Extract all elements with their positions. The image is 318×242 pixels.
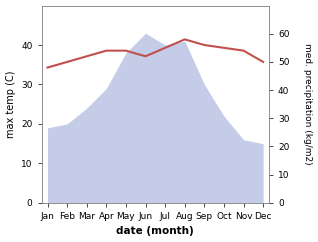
Y-axis label: max temp (C): max temp (C) — [5, 70, 16, 138]
Y-axis label: med. precipitation (kg/m2): med. precipitation (kg/m2) — [303, 43, 313, 165]
X-axis label: date (month): date (month) — [116, 227, 194, 236]
